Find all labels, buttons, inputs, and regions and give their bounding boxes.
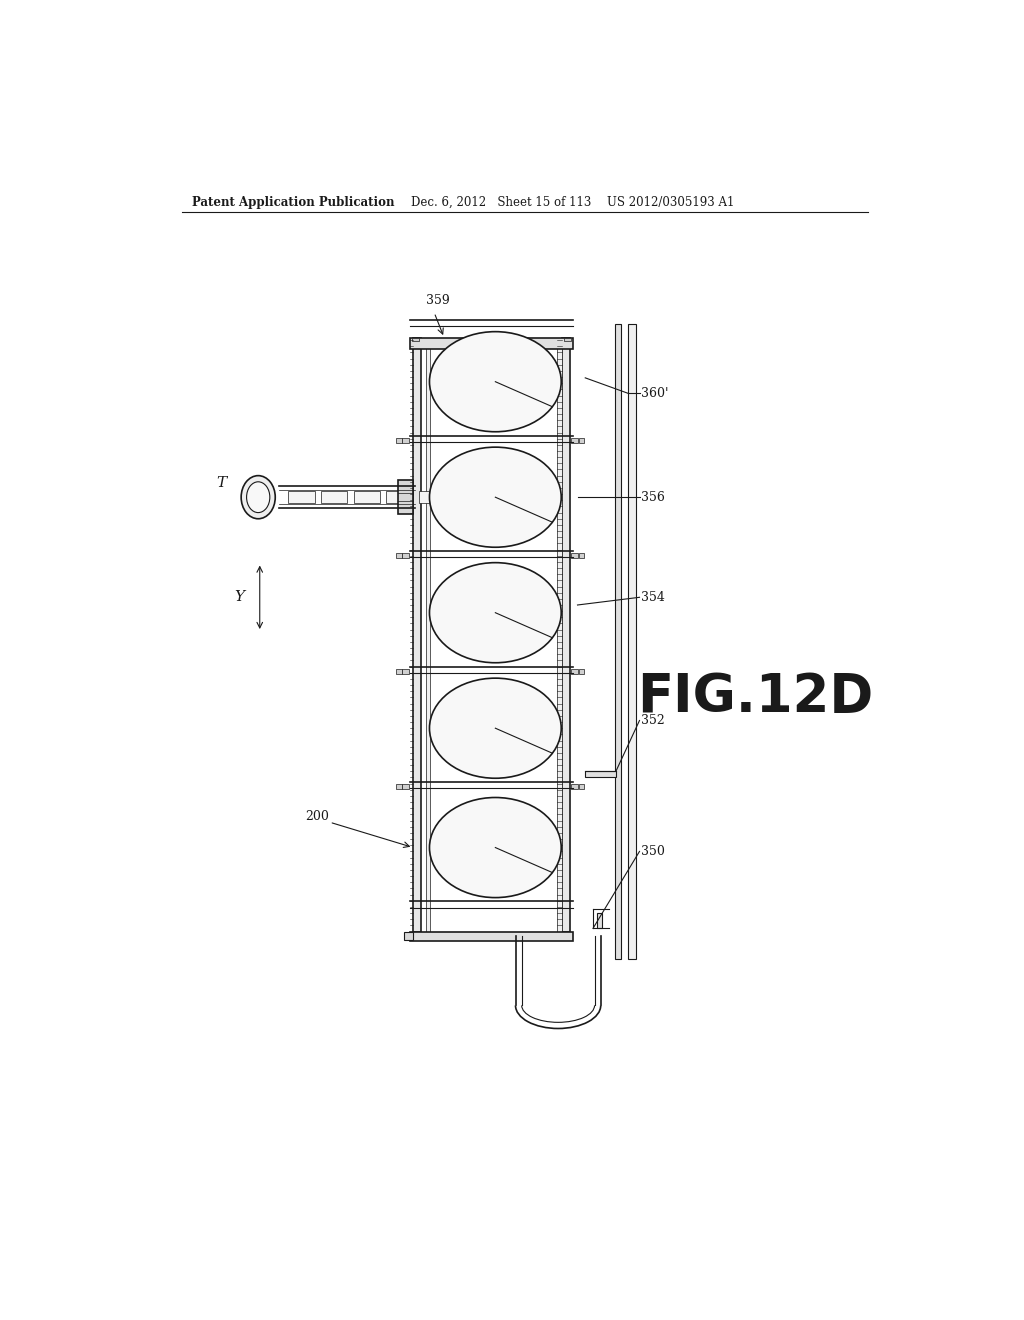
Bar <box>396 669 402 673</box>
Bar <box>557 338 562 932</box>
Bar <box>563 338 571 341</box>
Bar <box>410 932 572 941</box>
Bar <box>571 784 578 789</box>
Bar <box>353 491 380 503</box>
Ellipse shape <box>247 482 270 512</box>
Bar <box>412 338 420 341</box>
Bar <box>426 338 430 932</box>
Text: Y: Y <box>234 590 245 605</box>
Bar <box>571 669 578 673</box>
Bar <box>597 913 601 928</box>
Bar <box>614 323 621 960</box>
Bar <box>419 491 445 503</box>
Bar <box>386 491 413 503</box>
Bar <box>396 438 402 442</box>
Ellipse shape <box>429 678 561 779</box>
Bar <box>414 338 421 932</box>
Text: 350: 350 <box>641 845 665 858</box>
Bar <box>402 784 409 789</box>
Bar <box>579 784 584 789</box>
Ellipse shape <box>241 475 275 519</box>
Ellipse shape <box>429 331 561 432</box>
Text: 354: 354 <box>641 591 665 603</box>
Text: 359: 359 <box>426 294 451 308</box>
Text: US 2012/0305193 A1: US 2012/0305193 A1 <box>607 195 734 209</box>
Bar <box>402 438 409 442</box>
Text: Patent Application Publication: Patent Application Publication <box>193 195 395 209</box>
Bar <box>579 553 584 558</box>
Bar <box>562 338 569 932</box>
Text: 356: 356 <box>641 491 665 504</box>
Bar <box>289 491 314 503</box>
Ellipse shape <box>429 562 561 663</box>
Bar <box>396 784 402 789</box>
Bar <box>628 323 636 960</box>
Text: FIG.12D: FIG.12D <box>638 672 873 723</box>
Bar <box>403 932 414 940</box>
Text: 200: 200 <box>305 810 329 824</box>
Text: T: T <box>216 477 226 490</box>
Bar <box>586 771 616 776</box>
Bar <box>410 338 572 348</box>
Bar <box>396 553 402 558</box>
Bar <box>571 438 578 442</box>
Bar <box>579 669 584 673</box>
Text: 352: 352 <box>641 714 665 727</box>
Text: 360': 360' <box>641 387 669 400</box>
Bar <box>402 669 409 673</box>
Bar <box>402 553 409 558</box>
Ellipse shape <box>429 797 561 898</box>
Text: Dec. 6, 2012   Sheet 15 of 113: Dec. 6, 2012 Sheet 15 of 113 <box>411 195 591 209</box>
Ellipse shape <box>429 447 561 548</box>
Bar <box>397 480 414 515</box>
Bar <box>579 438 584 442</box>
Bar <box>321 491 347 503</box>
Bar <box>571 553 578 558</box>
